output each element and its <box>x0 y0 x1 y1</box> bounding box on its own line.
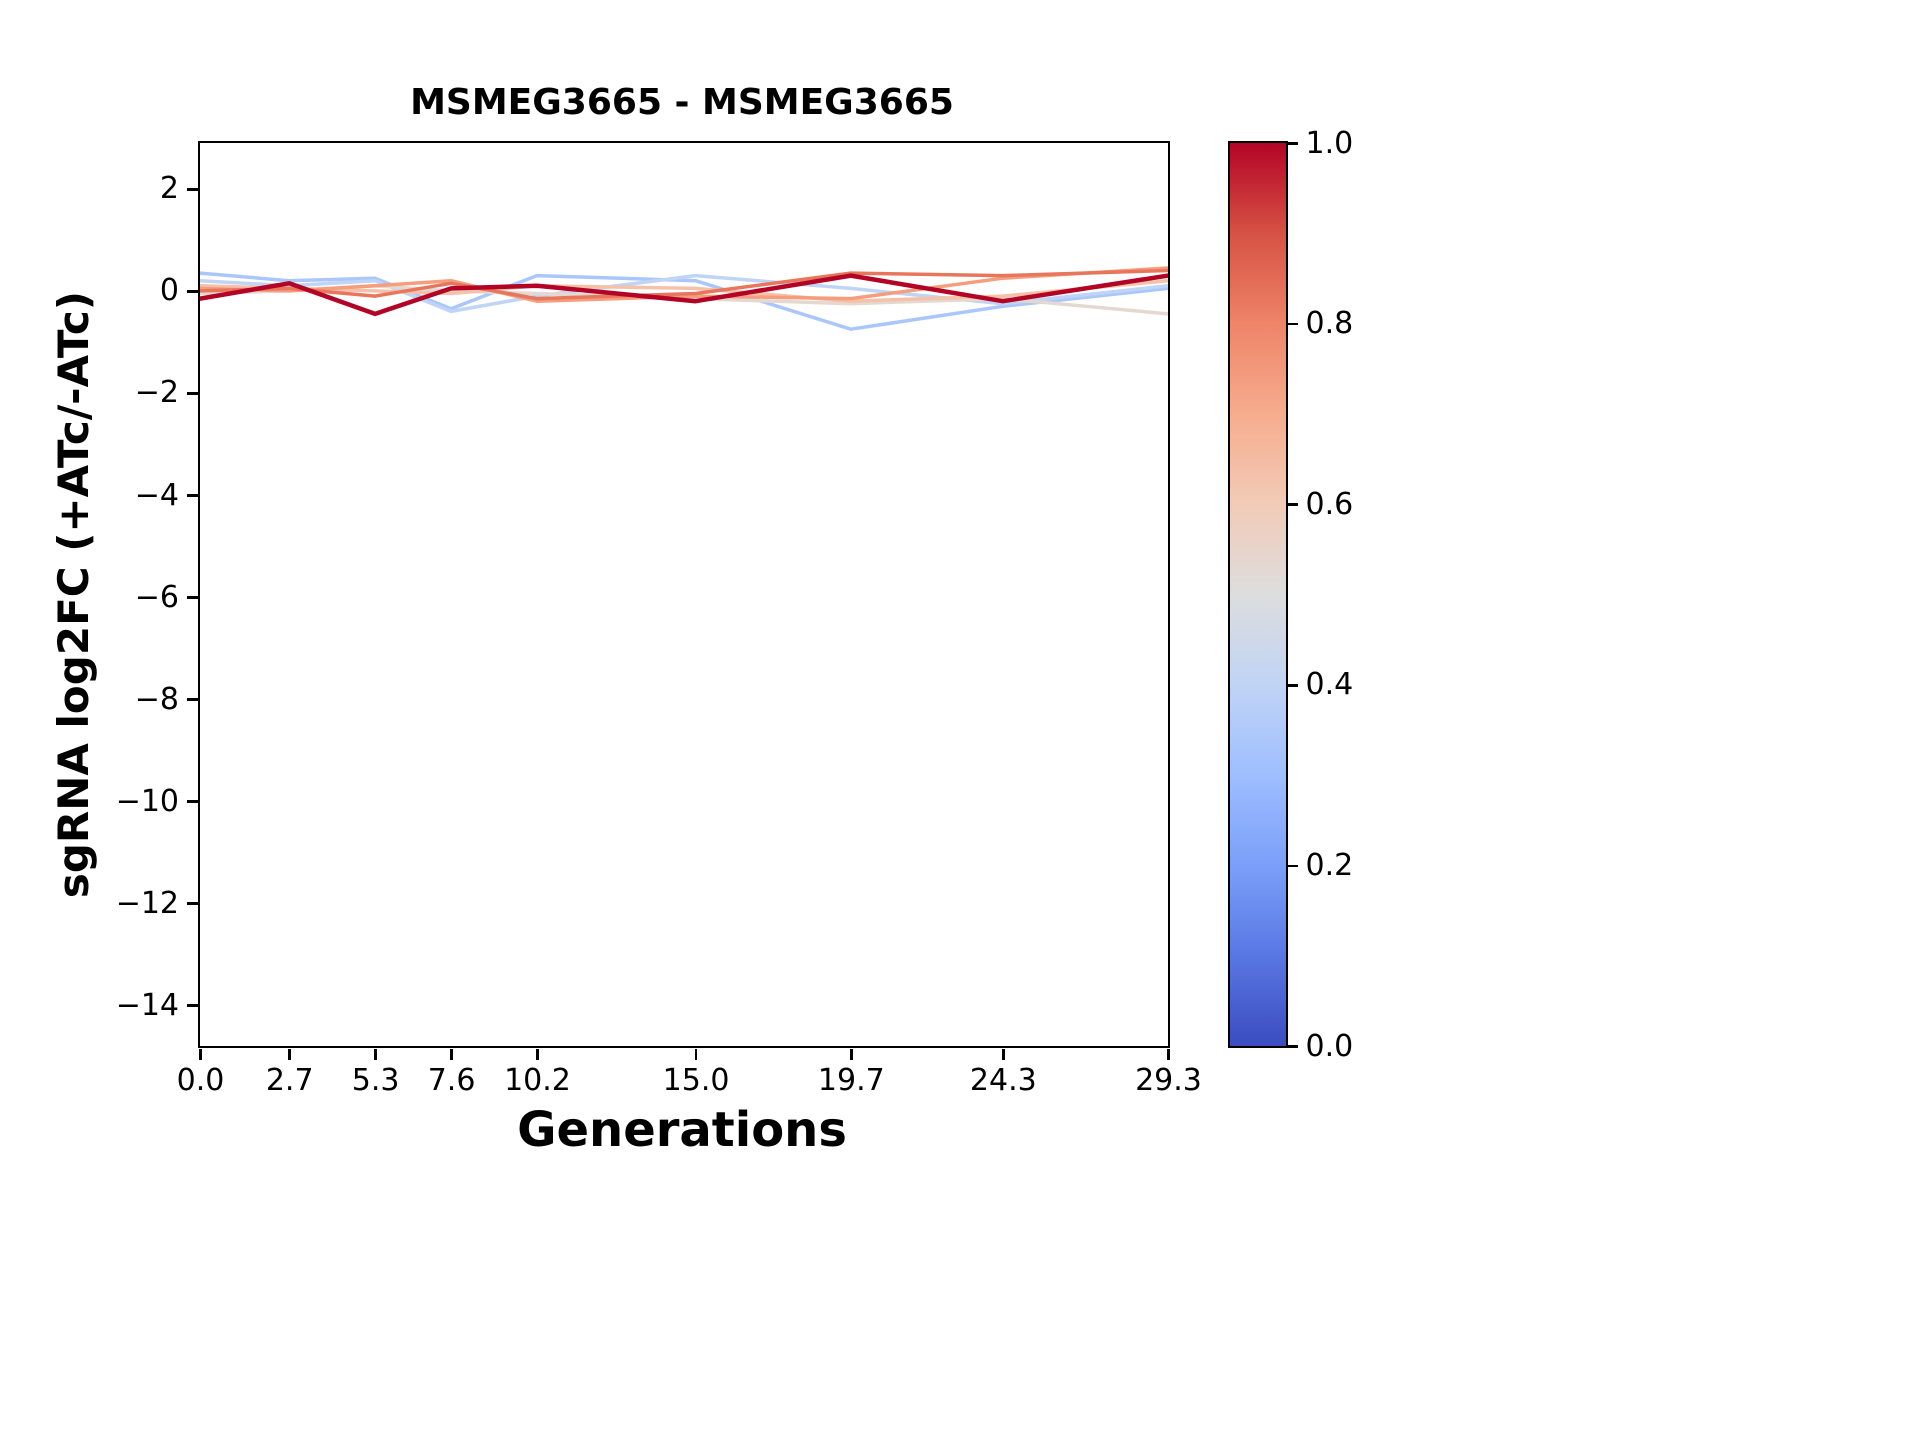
y-tick-mark <box>187 902 198 905</box>
line-series <box>200 273 1168 317</box>
y-tick-mark <box>187 596 198 599</box>
x-tick-label: 10.2 <box>504 1062 571 1098</box>
y-tick-label: −6 <box>134 579 179 615</box>
y-tick-mark <box>187 494 198 497</box>
x-tick-mark <box>1002 1049 1005 1060</box>
line-series <box>200 268 1168 301</box>
colorbar-tick-label: 0.0 <box>1305 1028 1354 1064</box>
y-tick-label: 2 <box>159 171 179 207</box>
y-tick-label: −12 <box>115 885 179 921</box>
x-tick-mark <box>1167 1049 1170 1060</box>
x-axis-label: Generations <box>517 1102 847 1158</box>
colorbar-tick-mark <box>1286 142 1298 145</box>
y-tick-label: −10 <box>115 783 179 819</box>
plot-area <box>198 141 1170 1048</box>
x-tick-mark <box>374 1049 377 1060</box>
x-tick-label: 15.0 <box>662 1062 730 1098</box>
line-series <box>200 266 1168 303</box>
x-tick-label: 5.3 <box>351 1062 400 1098</box>
y-tick-label: −2 <box>134 375 179 411</box>
x-tick-mark <box>450 1049 453 1060</box>
y-tick-label: −14 <box>115 987 179 1023</box>
colorbar-tick-mark <box>1286 1045 1298 1048</box>
line-series <box>200 271 1168 331</box>
x-tick-label: 7.6 <box>427 1062 476 1098</box>
colorbar <box>1228 141 1288 1048</box>
chart-title: MSMEG3665 - MSMEG3665 <box>410 82 954 123</box>
x-tick-mark <box>694 1049 698 1060</box>
x-tick-mark <box>536 1049 539 1060</box>
colorbar-tick-mark <box>1286 684 1298 687</box>
colorbar-tick-label: 1.0 <box>1305 125 1354 161</box>
x-tick-label: 19.7 <box>817 1062 885 1098</box>
colorbar-tick-mark <box>1286 322 1298 326</box>
colorbar-tick-label: 0.6 <box>1305 486 1354 522</box>
y-tick-label: −4 <box>134 477 179 513</box>
x-tick-mark <box>288 1049 291 1060</box>
y-tick-mark <box>187 800 198 803</box>
y-tick-mark <box>187 290 198 293</box>
x-tick-label: 2.7 <box>265 1062 314 1098</box>
x-tick-label: 29.3 <box>1135 1062 1202 1098</box>
x-tick-mark <box>199 1049 202 1060</box>
colorbar-tick-mark <box>1286 864 1298 868</box>
y-tick-mark <box>187 698 198 701</box>
y-tick-label: −8 <box>134 681 179 717</box>
colorbar-tick-label: 0.2 <box>1305 847 1354 883</box>
line-chart <box>200 266 1168 331</box>
colorbar-tick-label: 0.8 <box>1305 306 1354 342</box>
colorbar-tick-mark <box>1286 503 1298 506</box>
y-tick-mark <box>187 188 198 191</box>
x-tick-label: 0.0 <box>176 1062 225 1098</box>
x-tick-label: 24.3 <box>969 1062 1037 1098</box>
y-tick-mark <box>187 1004 198 1007</box>
colorbar-tick-label: 0.4 <box>1305 667 1354 703</box>
y-tick-label: 0 <box>159 273 179 309</box>
y-tick-mark <box>187 392 198 395</box>
x-tick-mark <box>850 1049 853 1060</box>
